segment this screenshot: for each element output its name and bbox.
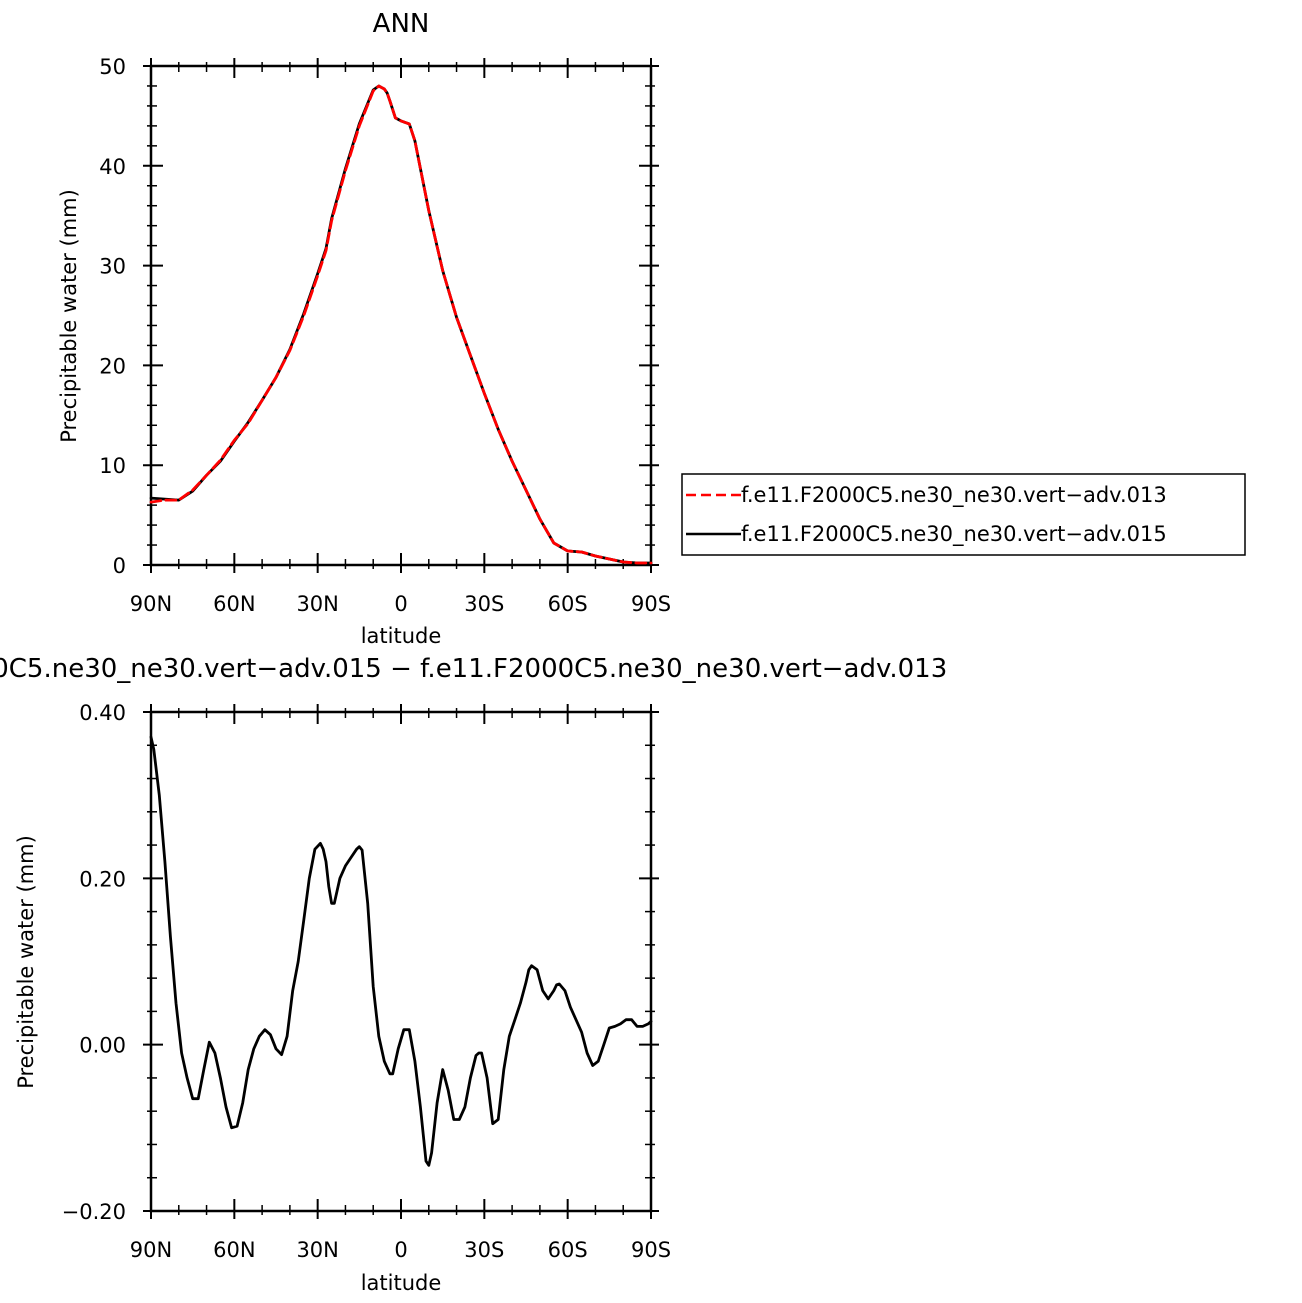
- y-tick-label: 40: [99, 155, 126, 179]
- y-tick-label: −0.20: [62, 1200, 126, 1224]
- y-tick-label: 0.20: [79, 867, 126, 891]
- y-tick-label: 0.40: [79, 701, 126, 725]
- bottom-y-tick-labels: −0.20 0.00 0.20 0.40: [62, 701, 126, 1224]
- top-x-axis-label: latitude: [361, 624, 442, 648]
- legend: f.e11.F2000C5.ne30_ne30.vert−adv.013 f.e…: [681, 473, 1246, 556]
- series-line-0: [149, 735, 653, 1167]
- x-tick-label: 90N: [130, 592, 172, 616]
- y-tick-label: 30: [99, 255, 126, 279]
- legend-box: [681, 473, 1246, 556]
- top-ticks: [143, 58, 659, 573]
- x-tick-label: 0: [394, 1238, 407, 1262]
- x-tick-label: 60N: [213, 1238, 255, 1262]
- bottom-x-axis-label: latitude: [361, 1271, 442, 1295]
- x-tick-label: 30N: [296, 592, 338, 616]
- y-tick-label: 0: [113, 554, 126, 578]
- bottom-ticks: [143, 704, 659, 1219]
- top-series-lines: [149, 84, 653, 565]
- x-tick-label: 30S: [464, 1238, 504, 1262]
- top-panel: ANN 90N 60N 30N 0 30S 60S 90S 0 10 20 30 40 50 lati…: [57, 9, 1246, 648]
- top-y-tick-labels: 0 10 20 30 40 50: [99, 55, 126, 578]
- y-tick-label: 10: [99, 454, 126, 478]
- top-y-axis-label: Precipitable water (mm): [57, 189, 81, 443]
- series-line-0: [149, 84, 653, 565]
- legend-label-015: f.e11.F2000C5.ne30_ne30.vert−adv.015: [741, 522, 1167, 547]
- bottom-chart-title: f.e11.F2000C5.ne30_ne30.vert−adv.015 − f…: [0, 654, 947, 684]
- x-tick-label: 60S: [548, 1238, 588, 1262]
- x-tick-label: 30N: [296, 1238, 338, 1262]
- bottom-x-tick-labels: 90N 60N 30N 0 30S 60S 90S: [130, 1238, 671, 1262]
- x-tick-label: 60S: [548, 592, 588, 616]
- top-plot-frame: [149, 64, 653, 567]
- y-tick-label: 50: [99, 55, 126, 79]
- x-tick-label: 0: [394, 592, 407, 616]
- x-tick-label: 90N: [130, 1238, 172, 1262]
- bottom-series-lines: [149, 735, 653, 1167]
- bottom-y-axis-label: Precipitable water (mm): [14, 835, 38, 1089]
- top-chart-title: ANN: [373, 9, 430, 39]
- x-tick-label: 90S: [631, 1238, 671, 1262]
- bottom-panel: f.e11.F2000C5.ne30_ne30.vert−adv.015 − f…: [0, 654, 947, 1295]
- x-tick-label: 60N: [213, 592, 255, 616]
- top-x-tick-labels: 90N 60N 30N 0 30S 60S 90S: [130, 592, 671, 616]
- series-line-1: [149, 84, 653, 565]
- y-tick-label: 0.00: [79, 1034, 126, 1058]
- bottom-plot-frame: [149, 710, 653, 1213]
- x-tick-label: 90S: [631, 592, 671, 616]
- x-tick-label: 30S: [464, 592, 504, 616]
- legend-label-013: f.e11.F2000C5.ne30_ne30.vert−adv.013: [741, 483, 1167, 508]
- y-tick-label: 20: [99, 354, 126, 378]
